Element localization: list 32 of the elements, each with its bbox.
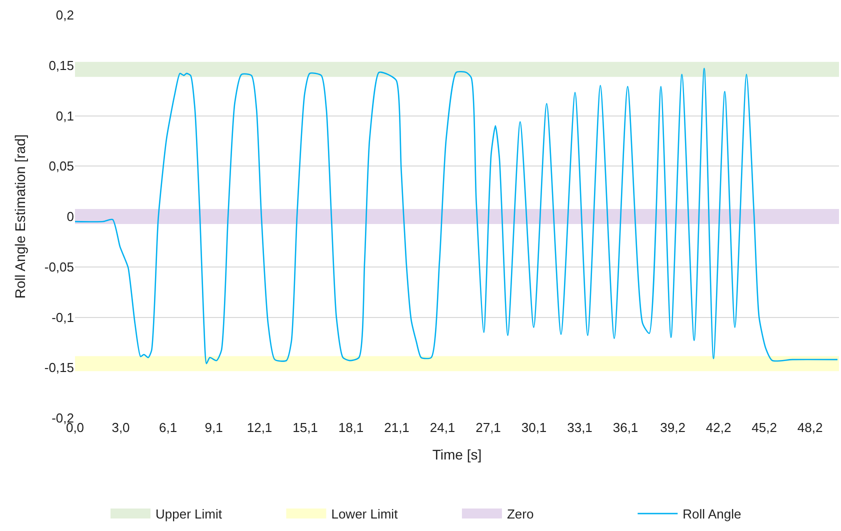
- x-axis-title: Time [s]: [432, 446, 482, 462]
- legend-label: Lower Limit: [331, 506, 398, 522]
- x-tick-label: 30,1: [521, 420, 547, 435]
- x-tick-label: 9,1: [204, 420, 223, 435]
- y-tick-label: -0,2: [52, 410, 74, 426]
- x-tick-label: 39,2: [660, 420, 686, 435]
- y-tick-label: 0: [66, 209, 74, 224]
- x-tick-label: 18,1: [338, 420, 364, 435]
- x-tick-label: 12,1: [246, 420, 272, 435]
- y-tick-label: 0,1: [56, 108, 74, 124]
- x-tick-label: 33,1: [567, 420, 592, 435]
- x-tick-label: 42,2: [706, 420, 732, 435]
- x-tick-label: 24,1: [430, 420, 456, 435]
- y-tick-label: 0,05: [48, 158, 74, 174]
- y-tick-label: -0,1: [52, 310, 74, 325]
- legend-label: Zero: [506, 506, 534, 522]
- x-tick-label: 21,1: [384, 420, 410, 435]
- x-tick-label: 3,0: [112, 420, 130, 435]
- x-tick-label: 27,1: [476, 420, 501, 435]
- line-series: [75, 68, 838, 364]
- legend-label: Roll Angle: [682, 506, 742, 522]
- y-tick-label: -0,05: [44, 259, 74, 274]
- y-tick-label: -0,15: [44, 360, 74, 376]
- x-tick-label: 36,1: [612, 420, 638, 435]
- y-tick-label: 0,15: [48, 58, 74, 73]
- y-axis-title: Roll Angle Estimation [rad]: [12, 134, 28, 299]
- legend-label: Upper Limit: [156, 506, 222, 522]
- x-tick-label: 6,1: [158, 420, 178, 435]
- x-tick-label: 45,2: [752, 420, 777, 435]
- x-tick-label: 48,2: [797, 420, 823, 435]
- y-tick-label: 0,2: [56, 8, 74, 23]
- x-tick-label: 15,1: [292, 420, 318, 435]
